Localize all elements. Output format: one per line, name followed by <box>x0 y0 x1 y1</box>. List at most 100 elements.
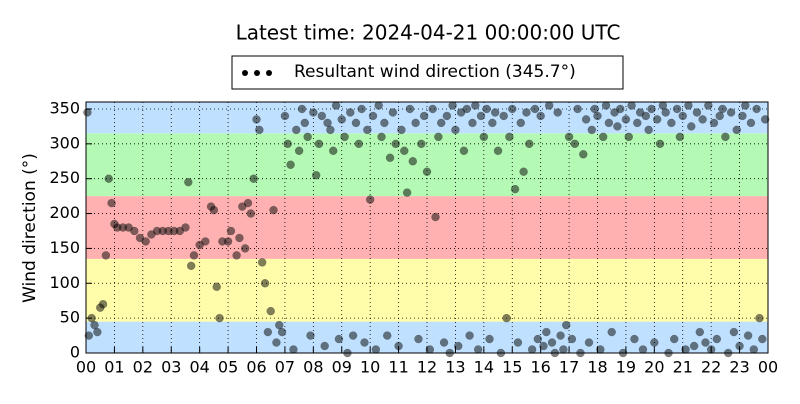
point <box>684 101 693 110</box>
legend-marker <box>266 70 272 76</box>
point <box>749 345 759 354</box>
point <box>408 157 418 166</box>
point <box>101 251 111 260</box>
point <box>181 223 190 232</box>
point <box>314 139 324 149</box>
point <box>718 104 727 114</box>
point <box>374 101 383 110</box>
point <box>755 313 764 323</box>
point <box>93 327 102 337</box>
plot-frame <box>85 101 769 354</box>
point <box>243 198 253 208</box>
point <box>402 188 412 197</box>
point <box>289 345 298 354</box>
point <box>300 118 310 128</box>
point <box>272 338 281 347</box>
point <box>508 104 517 114</box>
point <box>209 205 219 215</box>
point <box>385 153 395 163</box>
axes: 0 50 100 150 200 250 300 350 00 01 02 03 04 05 06 07 08 0… <box>49 98 778 376</box>
point <box>721 132 730 142</box>
point <box>633 118 642 128</box>
point <box>434 132 443 142</box>
point <box>510 184 520 194</box>
point <box>746 118 756 128</box>
point <box>675 132 685 142</box>
point <box>604 118 614 128</box>
point <box>439 338 449 347</box>
point <box>451 125 460 135</box>
point <box>587 125 597 135</box>
x-tick-label: 23 <box>729 358 749 377</box>
point <box>505 132 514 142</box>
point <box>715 111 724 121</box>
point <box>240 244 250 253</box>
y-axis-label: Wind direction (°) <box>20 153 40 303</box>
point <box>542 327 551 337</box>
point <box>527 345 537 354</box>
point <box>485 334 494 344</box>
point <box>596 345 605 354</box>
point <box>320 341 329 351</box>
point <box>490 108 500 117</box>
point <box>661 108 670 117</box>
point <box>502 313 511 323</box>
x-tick-label: 17 <box>559 358 579 377</box>
point <box>559 345 568 354</box>
point <box>252 115 261 124</box>
point <box>442 111 452 121</box>
legend: Resultant wind direction (345.7°) <box>231 55 624 90</box>
y-tick-label: 150 <box>49 238 80 257</box>
point <box>417 139 426 149</box>
point <box>201 237 210 246</box>
point <box>351 118 361 128</box>
point <box>232 251 241 260</box>
x-tick-label: 16 <box>530 358 550 377</box>
point <box>257 258 267 267</box>
point <box>607 327 616 337</box>
point <box>712 334 722 344</box>
point <box>331 101 341 110</box>
point <box>741 101 750 110</box>
point <box>274 320 284 330</box>
point <box>760 115 770 124</box>
point <box>743 331 753 340</box>
point <box>488 118 497 128</box>
point <box>425 345 435 354</box>
point <box>687 122 696 131</box>
y-tick-label: 0 <box>70 343 80 362</box>
point <box>419 111 429 121</box>
point <box>462 104 472 114</box>
point <box>689 341 699 351</box>
point <box>701 338 710 347</box>
point <box>277 327 287 337</box>
point <box>473 345 483 354</box>
point <box>283 139 293 149</box>
x-tick-label: 09 <box>332 358 352 377</box>
legend-box <box>231 55 624 90</box>
chart-title: Latest time: 2024-04-21 00:00:00 UTC <box>236 21 621 45</box>
point <box>681 345 690 354</box>
point <box>627 101 636 110</box>
point <box>357 104 366 114</box>
point <box>493 146 503 156</box>
point <box>189 251 199 260</box>
point <box>598 132 608 142</box>
point <box>317 111 327 121</box>
x-tick-label: 12 <box>417 358 437 377</box>
point <box>468 118 477 128</box>
point <box>428 104 437 114</box>
point <box>553 108 562 117</box>
point <box>294 146 304 156</box>
point <box>726 108 736 117</box>
point <box>695 327 705 337</box>
point <box>263 327 273 337</box>
x-tick-label: 14 <box>474 358 494 377</box>
point <box>615 104 625 114</box>
point <box>306 331 315 340</box>
x-tick-label: 11 <box>388 358 408 377</box>
point <box>323 118 332 128</box>
point <box>672 104 682 114</box>
point <box>561 320 571 330</box>
x-tick-label: 05 <box>218 358 238 377</box>
